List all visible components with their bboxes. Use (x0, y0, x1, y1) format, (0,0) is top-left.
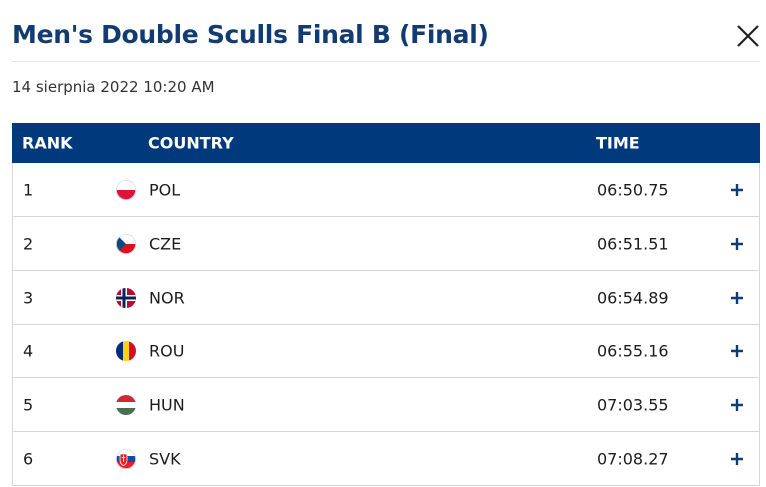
expand-button[interactable] (730, 291, 744, 305)
flag (116, 233, 136, 254)
rank: 2 (23, 234, 34, 253)
country: ROU (149, 341, 185, 360)
country: POL (149, 180, 181, 199)
expand-button[interactable] (730, 344, 744, 358)
table-row[interactable]: 6 SVK 07:08.27 (12, 432, 760, 486)
country: SVK (149, 449, 181, 468)
time: 06:51.51 (597, 234, 669, 253)
expand-button[interactable] (730, 183, 744, 197)
rank: 3 (23, 288, 34, 307)
country: CZE (149, 234, 182, 253)
flag (116, 394, 136, 415)
column-header: TIME (596, 133, 640, 153)
table-header: RANK COUNTRY TIME (12, 123, 760, 163)
country: NOR (149, 288, 185, 307)
rank: 6 (23, 449, 34, 468)
table-row[interactable]: 4 ROU 06:55.16 (12, 324, 760, 378)
rank: 5 (23, 395, 34, 414)
time: 06:50.75 (597, 180, 669, 199)
expand-button[interactable] (730, 398, 744, 412)
column-header: COUNTRY (148, 133, 234, 153)
column-header: RANK (22, 133, 73, 153)
country: HUN (149, 395, 185, 414)
rank: 1 (23, 180, 34, 199)
table-row[interactable]: 5 HUN 07:03.55 (12, 378, 760, 432)
date: 14 sierpnia 2022 10:20 AM (12, 78, 215, 96)
expand-button[interactable] (730, 452, 744, 466)
flag (116, 287, 136, 308)
close-button[interactable] (736, 24, 760, 48)
time: 07:03.55 (597, 395, 669, 414)
time: 06:55.16 (597, 341, 669, 360)
flag (116, 448, 136, 469)
title: Men's Double Sculls Final B (Final) (12, 20, 489, 49)
time: 07:08.27 (597, 449, 669, 468)
rank: 4 (23, 341, 34, 360)
separator (12, 61, 760, 62)
flag (116, 340, 136, 361)
time: 06:54.89 (597, 288, 669, 307)
table-row[interactable]: 3 NOR 06:54.89 (12, 271, 760, 325)
table-row[interactable]: 2 CZE 06:51.51 (12, 217, 760, 271)
table-row[interactable]: 1 POL 06:50.75 (12, 163, 760, 217)
expand-button[interactable] (730, 237, 744, 251)
flag (116, 179, 136, 200)
